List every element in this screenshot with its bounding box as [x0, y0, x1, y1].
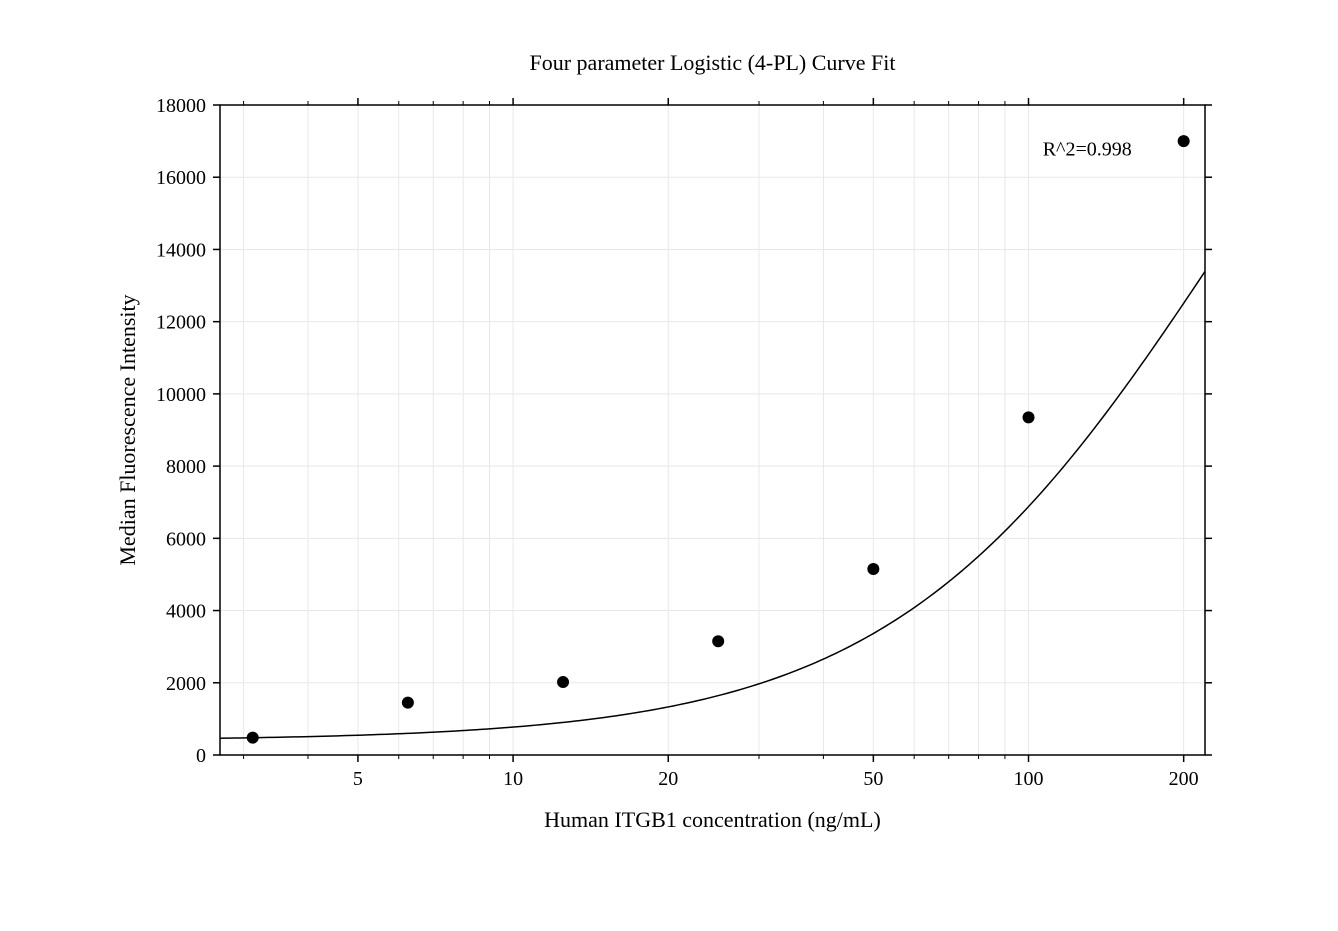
- y-tick-label: 0: [196, 745, 206, 767]
- x-axis-label: Human ITGB1 concentration (ng/mL): [544, 807, 881, 832]
- r-squared-annotation: R^2=0.998: [1043, 139, 1132, 161]
- data-point: [867, 563, 879, 575]
- x-tick-label: 50: [863, 768, 883, 790]
- y-tick-label: 2000: [166, 673, 206, 695]
- data-point: [402, 697, 414, 709]
- y-tick-label: 12000: [156, 312, 206, 334]
- data-point: [247, 732, 259, 744]
- y-tick-label: 8000: [166, 456, 206, 478]
- x-tick-label: 200: [1169, 768, 1199, 790]
- data-point: [712, 635, 724, 647]
- x-tick-label: 5: [353, 768, 363, 790]
- y-tick-label: 6000: [166, 528, 206, 550]
- data-point: [1023, 411, 1035, 423]
- y-tick-label: 4000: [166, 601, 206, 623]
- chart-container: 5102050100200020004000600080001000012000…: [0, 0, 1338, 931]
- data-point: [557, 676, 569, 688]
- x-tick-label: 20: [658, 768, 678, 790]
- chart-svg: 5102050100200020004000600080001000012000…: [0, 0, 1338, 931]
- y-axis-label: Median Fluorescence Intensity: [115, 294, 140, 565]
- y-tick-label: 14000: [156, 239, 206, 261]
- y-tick-label: 16000: [156, 167, 206, 189]
- chart-title: Four parameter Logistic (4-PL) Curve Fit: [530, 50, 896, 75]
- x-tick-label: 100: [1014, 768, 1044, 790]
- y-tick-label: 18000: [156, 95, 206, 117]
- x-tick-label: 10: [503, 768, 523, 790]
- data-point: [1178, 135, 1190, 147]
- y-tick-label: 10000: [156, 384, 206, 406]
